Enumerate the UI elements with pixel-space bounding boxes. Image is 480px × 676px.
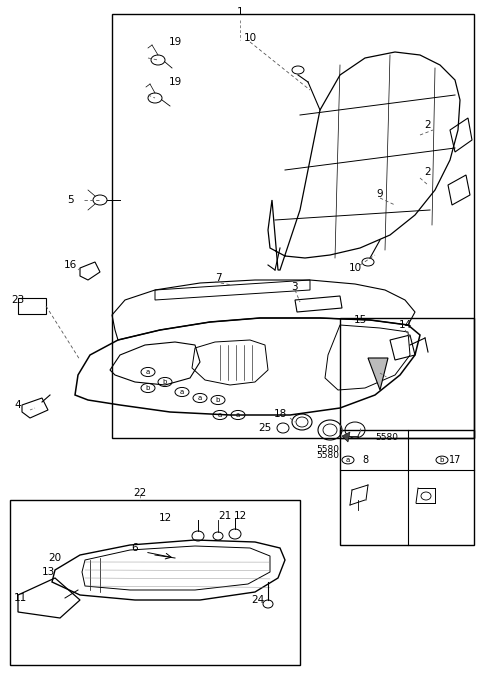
Text: 23: 23 <box>12 295 24 305</box>
Text: 22: 22 <box>133 488 146 498</box>
Text: b: b <box>440 457 444 463</box>
Text: 5580: 5580 <box>316 452 339 460</box>
Text: 19: 19 <box>168 37 181 47</box>
Text: a: a <box>146 369 150 375</box>
Text: 12: 12 <box>158 513 172 523</box>
Text: b: b <box>163 379 167 385</box>
Text: 25: 25 <box>258 423 272 433</box>
Text: 21: 21 <box>218 511 232 521</box>
Text: 14: 14 <box>398 320 412 330</box>
Text: 11: 11 <box>13 593 26 603</box>
Text: 17: 17 <box>449 455 461 465</box>
Bar <box>18 298 46 314</box>
Text: 9: 9 <box>377 189 384 199</box>
Polygon shape <box>368 358 388 390</box>
Text: 12: 12 <box>233 511 247 521</box>
Text: 3: 3 <box>291 282 297 292</box>
Text: 4: 4 <box>15 400 21 410</box>
Text: a: a <box>346 457 350 463</box>
Text: 6: 6 <box>132 543 138 553</box>
Bar <box>340 318 474 438</box>
Bar <box>340 430 474 545</box>
Text: 2: 2 <box>425 167 432 177</box>
Text: 18: 18 <box>274 409 287 419</box>
Text: 10: 10 <box>243 33 257 43</box>
Text: 2: 2 <box>425 120 432 130</box>
Text: a: a <box>218 412 222 418</box>
Text: 5580: 5580 <box>375 433 398 441</box>
Text: a: a <box>236 412 240 418</box>
Text: b: b <box>216 397 220 403</box>
Bar <box>112 14 474 438</box>
Text: 8: 8 <box>362 455 368 465</box>
Text: a: a <box>198 395 202 401</box>
Text: 24: 24 <box>252 595 264 605</box>
Text: a: a <box>180 389 184 395</box>
Text: 10: 10 <box>348 263 361 273</box>
Text: b: b <box>146 385 150 391</box>
Text: 7: 7 <box>215 273 221 283</box>
Bar <box>10 500 300 665</box>
Text: 19: 19 <box>168 77 181 87</box>
Text: 16: 16 <box>63 260 77 270</box>
Polygon shape <box>342 432 350 442</box>
Text: 15: 15 <box>353 315 367 325</box>
Text: 1: 1 <box>237 7 243 17</box>
Text: 5: 5 <box>67 195 73 205</box>
Text: 20: 20 <box>48 553 61 563</box>
Text: 5580: 5580 <box>316 445 339 454</box>
Text: 13: 13 <box>41 567 55 577</box>
